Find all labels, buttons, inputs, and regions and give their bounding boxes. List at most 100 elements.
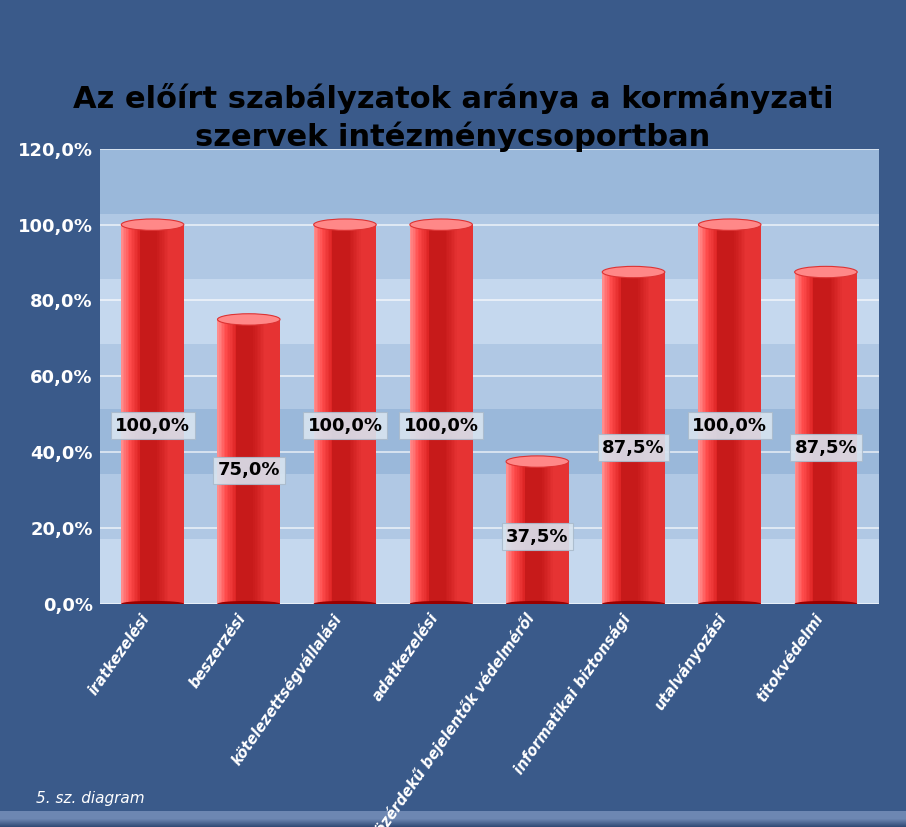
Bar	[348, 225, 350, 604]
Bar	[315, 225, 317, 604]
Bar	[618, 272, 620, 604]
Bar	[654, 272, 656, 604]
Bar	[0, 815, 906, 824]
Bar	[644, 272, 646, 604]
Ellipse shape	[506, 601, 569, 606]
Bar	[0, 815, 906, 824]
Bar	[750, 225, 752, 604]
Bar	[559, 461, 561, 604]
Bar	[720, 225, 722, 604]
Bar	[429, 225, 430, 604]
Bar	[329, 225, 331, 604]
Bar	[152, 225, 154, 604]
Bar	[0, 814, 906, 822]
Bar	[342, 225, 343, 604]
Bar	[358, 225, 359, 604]
Bar	[848, 272, 850, 604]
Bar	[542, 461, 544, 604]
Bar	[757, 225, 759, 604]
Bar	[567, 461, 569, 604]
Bar	[0, 818, 906, 826]
Bar	[452, 225, 454, 604]
Bar	[420, 225, 422, 604]
Bar	[660, 272, 662, 604]
Bar	[711, 225, 713, 604]
Bar	[128, 225, 130, 604]
Bar	[0, 816, 906, 825]
Bar	[272, 319, 274, 604]
Bar	[0, 812, 906, 820]
Bar	[369, 225, 371, 604]
Bar	[219, 319, 221, 604]
Bar	[0, 817, 906, 825]
Bar	[438, 225, 439, 604]
Bar	[132, 225, 134, 604]
Bar	[0, 815, 906, 824]
Bar	[359, 225, 361, 604]
Bar	[0, 815, 906, 823]
Bar	[454, 225, 456, 604]
Bar	[643, 272, 645, 604]
Bar	[853, 272, 854, 604]
Bar	[182, 225, 184, 604]
Bar	[433, 225, 435, 604]
Bar	[232, 319, 234, 604]
Bar	[171, 225, 173, 604]
Bar	[613, 272, 615, 604]
Bar	[367, 225, 369, 604]
Bar	[226, 319, 227, 604]
Bar	[444, 225, 446, 604]
Bar	[0, 816, 906, 825]
Bar	[140, 225, 142, 604]
Bar	[701, 225, 703, 604]
Ellipse shape	[602, 601, 665, 606]
Ellipse shape	[217, 601, 280, 606]
Bar	[603, 272, 605, 604]
Bar	[718, 225, 719, 604]
Bar	[317, 225, 319, 604]
Bar	[271, 319, 273, 604]
Bar	[162, 225, 164, 604]
Bar	[607, 272, 609, 604]
Bar	[0, 813, 906, 821]
Bar	[247, 319, 249, 604]
Bar	[0, 818, 906, 826]
Bar	[0, 816, 906, 825]
Bar	[0, 817, 906, 825]
Bar	[699, 225, 700, 604]
Bar	[0, 819, 906, 827]
Bar	[640, 272, 641, 604]
Bar	[849, 272, 851, 604]
Bar	[814, 272, 815, 604]
Bar	[328, 225, 330, 604]
Bar	[163, 225, 165, 604]
Bar	[0, 818, 906, 826]
Text: 100,0%: 100,0%	[307, 417, 382, 434]
Bar	[266, 319, 267, 604]
Bar	[249, 319, 251, 604]
Bar	[0, 819, 906, 827]
Bar	[626, 272, 628, 604]
Bar	[141, 225, 143, 604]
Bar	[169, 225, 170, 604]
Bar	[450, 225, 452, 604]
Bar	[0, 811, 906, 820]
Text: 100,0%: 100,0%	[115, 417, 190, 434]
Bar	[461, 225, 463, 604]
Bar	[747, 225, 748, 604]
Bar	[512, 461, 514, 604]
Bar	[254, 319, 255, 604]
Bar	[224, 319, 226, 604]
Bar	[362, 225, 364, 604]
Bar	[236, 319, 238, 604]
Bar	[455, 225, 457, 604]
Bar	[550, 461, 552, 604]
Bar	[708, 225, 709, 604]
Bar	[0, 815, 906, 823]
Bar	[0, 815, 906, 824]
Bar	[100, 279, 879, 344]
Bar	[812, 272, 814, 604]
Bar	[0, 818, 906, 826]
Bar	[228, 319, 230, 604]
Bar	[121, 225, 123, 604]
